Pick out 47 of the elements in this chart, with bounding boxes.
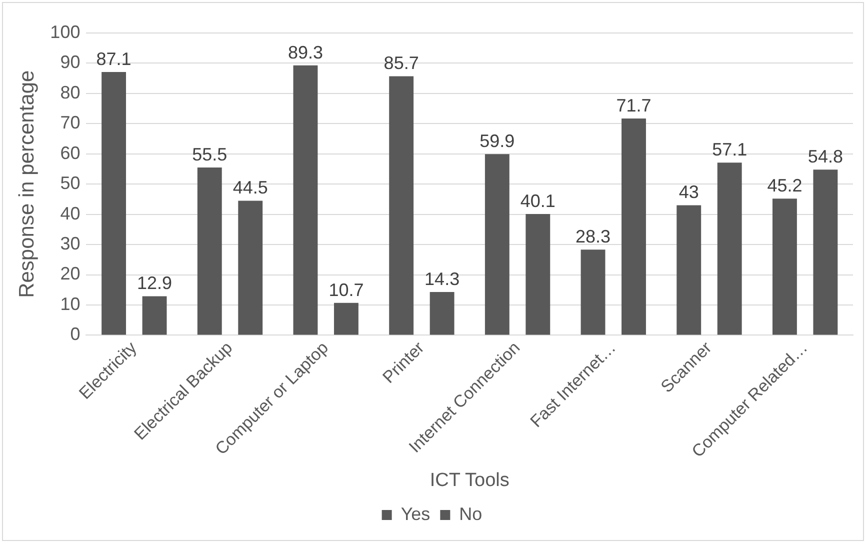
data-label: 71.7 [616,95,652,116]
y-tick-label: 60 [60,142,80,163]
bar [622,118,646,335]
y-axis-title: Response in percentage [15,70,38,298]
data-label: 57.1 [712,140,748,160]
y-tick-label: 30 [60,234,80,254]
data-label: 43 [678,182,699,202]
bar [484,154,510,335]
data-label: 14.3 [424,268,460,289]
legend-label: Yes [400,504,430,524]
bar [293,65,318,335]
bar [813,170,838,335]
legend-label: No [459,504,482,524]
x-axis-title: ICT Tools [430,470,510,491]
bar [238,200,263,335]
data-label: 10.7 [328,280,364,300]
bar [334,302,358,335]
y-tick-label: 70 [60,112,80,133]
bar [580,250,606,335]
data-label: 89.3 [288,42,324,62]
bar [142,296,167,335]
data-label: 55.5 [192,144,228,164]
data-label: 54.8 [808,146,843,167]
y-tick-label: 50 [60,173,80,194]
data-label: 85.7 [384,53,419,74]
data-label: 40.1 [520,190,556,211]
bar [772,198,797,335]
y-tick-label: 100 [50,22,80,42]
data-label: 28.3 [575,226,611,247]
y-tick-label: 20 [60,264,80,284]
y-tick-label: 90 [60,52,80,72]
bar [676,205,702,335]
data-label: 87.1 [96,48,132,69]
y-tick-label: 0 [70,324,80,344]
y-tick-label: 40 [60,203,80,224]
data-label: 59.9 [480,131,515,152]
bar [526,214,550,335]
y-tick-label: 10 [60,294,80,314]
data-label: 45.2 [767,176,802,196]
data-label: 12.9 [137,273,172,294]
y-tick-label: 80 [60,82,80,102]
bar [389,76,414,335]
data-label: 44.5 [232,178,268,198]
bar [717,162,742,335]
bar [430,292,454,335]
bar [197,167,222,335]
bar [102,72,126,335]
